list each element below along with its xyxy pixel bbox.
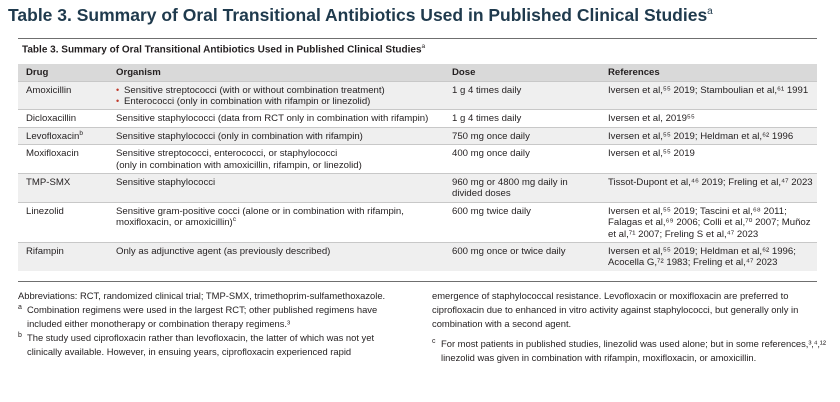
antibiotics-table: Drug Organism Dose References Amoxicilli…	[18, 64, 817, 271]
table-notes-right: emergence of staphylococcal resistance. …	[432, 289, 827, 365]
footnote-marker: a	[421, 43, 426, 50]
organism-cell: Only as adjunctive agent (as previously …	[108, 241, 444, 271]
dose-cell: 1 g 4 times daily	[444, 109, 600, 128]
organism-cell: Sensitive staphylococci	[108, 172, 444, 203]
drug-cell: Moxifloxacin	[18, 144, 108, 174]
footnote-marker: c	[432, 338, 436, 345]
drug-name: Levofloxacin	[26, 130, 80, 142]
references-cell: Iversen et al,⁵⁵ 2019; Stamboulian et al…	[600, 80, 817, 110]
organism-bullet: • Sensitive streptococci (with or without…	[116, 85, 440, 96]
references-cell: Iversen et al,⁵⁵ 2019; Heldman et al,⁶² …	[600, 126, 817, 145]
footnote-marker: b	[79, 129, 83, 137]
table-row: Moxifloxacin Sensitive streptococci, ent…	[18, 144, 817, 174]
table-row: TMP-SMX Sensitive staphylococci 960 mg o…	[18, 172, 817, 203]
footnote-text: The study used ciprofloxacin rather than…	[27, 332, 375, 357]
page-title: Table 3. Summary of Oral Transitional An…	[8, 5, 713, 26]
footnote-b: b The study used ciprofloxacin rather tha…	[18, 331, 410, 359]
column-header-references: References	[600, 64, 817, 81]
footnote-marker: b	[18, 332, 22, 339]
references-cell: Iversen et al,⁵⁵ 2019; Heldman et al,⁶² …	[600, 241, 817, 271]
dose-cell: 960 mg or 4800 mg daily in divided doses	[444, 172, 600, 203]
organism-cell: Sensitive streptococci, enterococci, or …	[108, 144, 444, 174]
organism-cell: • Sensitive streptococci (with or without…	[108, 80, 444, 110]
organism-line: Sensitive streptococci, enterococci, or …	[116, 148, 338, 160]
column-header-organism: Organism	[108, 64, 444, 81]
abbreviations-note: Abbreviations: RCT, randomized clinical …	[18, 290, 386, 301]
column-header-dose: Dose	[444, 64, 600, 81]
organism-line: (only in combination with amoxicillin, r…	[116, 159, 362, 171]
footnote-c: c For most patients in published studies,…	[432, 337, 827, 365]
page-title-text: Table 3. Summary of Oral Transitional An…	[8, 5, 708, 25]
references-cell: Iversen et al,⁵⁵ 2019; Tascini et al,⁶⁸ …	[600, 201, 817, 243]
references-cell: Iversen et al,⁵⁵ 2019	[600, 144, 817, 174]
table-notes-left: Abbreviations: RCT, randomized clinical …	[18, 289, 410, 359]
drug-cell: TMP-SMX	[18, 172, 108, 203]
table-caption: Table 3. Summary of Oral Transitional An…	[22, 43, 425, 55]
column-header-drug: Drug	[18, 64, 108, 81]
footnote-marker: c	[232, 215, 237, 223]
footnote-text: For most patients in published studies, …	[441, 338, 826, 363]
drug-cell: Amoxicillin	[18, 80, 108, 110]
organism-bullet-text: Enterococci (only in combination with ri…	[124, 95, 371, 107]
bullet-icon: •	[116, 84, 120, 95]
dose-cell: 750 mg once daily	[444, 126, 600, 145]
footnote-marker: a	[707, 6, 713, 18]
footnote-text: Combination regimens were used in the la…	[27, 304, 378, 329]
bullet-icon: •	[116, 95, 120, 106]
organism-bullet: • Enterococci (only in combination with r…	[116, 96, 440, 107]
organism-cell: Sensitive gram-positive cocci (alone or …	[108, 201, 444, 243]
organism-cell: Sensitive staphylococci (data from RCT o…	[108, 109, 444, 128]
table-row: Rifampin Only as adjunctive agent (as pr…	[18, 241, 817, 271]
drug-cell: Dicloxacillin	[18, 109, 108, 128]
drug-cell: Levofloxacinb	[18, 126, 108, 145]
references-cell: Iversen et al, 2019⁵⁵	[600, 109, 817, 128]
summary-table-frame: Table 3. Summary of Oral Transitional An…	[18, 38, 817, 282]
footnote-marker: a	[18, 304, 22, 311]
organism-cell: Sensitive staphylococci (only in combina…	[108, 126, 444, 145]
dose-cell: 600 mg once or twice daily	[444, 241, 600, 271]
table-row: Amoxicillin • Sensitive streptococci (wit…	[18, 80, 817, 110]
footnote-a: a Combination regimens were used in the l…	[18, 303, 410, 331]
footnote-b-continued: emergence of staphylococcal resistance. …	[432, 290, 799, 329]
drug-cell: Linezolid	[18, 201, 108, 243]
organism-bullet-text: Sensitive streptococci (with or without …	[124, 84, 385, 96]
organism-text: Sensitive gram-positive cocci (alone or …	[116, 205, 404, 229]
table-row: Linezolid Sensitive gram-positive cocci …	[18, 201, 817, 243]
table-header-row: Drug Organism Dose References	[18, 64, 817, 81]
dose-cell: 400 mg once daily	[444, 144, 600, 174]
dose-cell: 1 g 4 times daily	[444, 80, 600, 110]
table-row: Levofloxacinb Sensitive staphylococci (o…	[18, 126, 817, 145]
references-cell: Tissot-Dupont et al,⁴⁶ 2019; Freling et …	[600, 172, 817, 203]
table-row: Dicloxacillin Sensitive staphylococci (d…	[18, 109, 817, 128]
table-caption-text: Table 3. Summary of Oral Transitional An…	[22, 44, 422, 56]
dose-cell: 600 mg twice daily	[444, 201, 600, 243]
drug-cell: Rifampin	[18, 241, 108, 271]
